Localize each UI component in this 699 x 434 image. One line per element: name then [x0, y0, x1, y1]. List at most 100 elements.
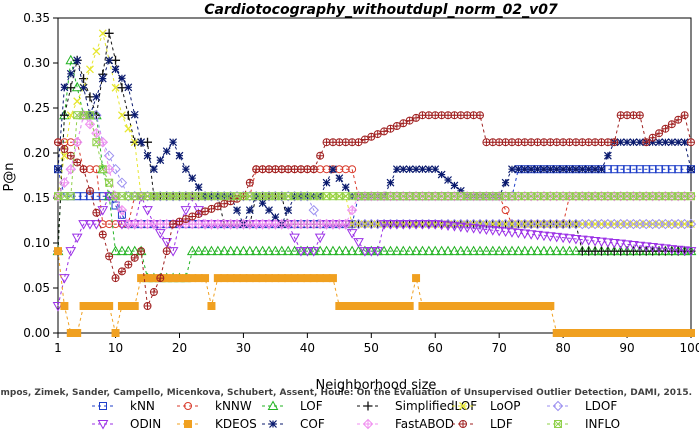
data-point	[111, 83, 120, 92]
data-point	[616, 192, 625, 201]
data-point	[149, 192, 158, 201]
data-point	[640, 242, 652, 252]
y-tick-label: 0.20	[23, 146, 50, 160]
data-point-detail	[412, 114, 420, 122]
data-point-detail	[521, 138, 529, 146]
legend-item-knnw: kNNW	[177, 399, 252, 413]
data-point	[539, 192, 548, 201]
data-point	[130, 110, 139, 119]
data-point	[591, 165, 600, 174]
data-point-detail	[495, 138, 503, 146]
data-point	[610, 192, 619, 201]
data-point	[661, 192, 670, 201]
x-tick-label: 20	[172, 341, 187, 355]
data-point	[327, 245, 339, 256]
data-point-detail	[341, 192, 350, 201]
legend-label: LoOP	[490, 399, 521, 413]
data-point	[463, 192, 472, 201]
data-point	[142, 206, 153, 216]
data-point	[552, 165, 561, 174]
data-point-detail	[124, 261, 132, 269]
data-point	[60, 83, 69, 92]
data-point	[105, 220, 114, 229]
data-point	[98, 29, 107, 38]
data-point	[602, 238, 614, 248]
data-point	[584, 192, 593, 201]
data-point-detail	[329, 138, 337, 146]
data-point	[404, 220, 416, 230]
data-point	[423, 220, 435, 230]
data-point-detail	[502, 138, 510, 146]
data-point	[54, 192, 62, 201]
data-point-detail	[373, 192, 382, 201]
data-point	[642, 192, 651, 201]
data-point	[207, 192, 216, 201]
data-point	[265, 192, 273, 201]
data-point	[623, 165, 632, 174]
data-point-detail	[207, 192, 216, 201]
data-point	[99, 402, 107, 410]
data-point-detail	[610, 138, 618, 146]
data-point	[175, 192, 184, 201]
data-point	[91, 220, 102, 230]
data-point	[455, 245, 467, 256]
data-point	[584, 165, 593, 174]
data-point	[679, 246, 690, 256]
y-tick-label: 0.30	[23, 56, 50, 70]
data-point-detail	[201, 207, 209, 215]
data-point	[188, 192, 197, 201]
data-point	[391, 245, 403, 256]
data-point-detail	[437, 192, 446, 201]
data-point	[429, 245, 441, 256]
data-point	[341, 192, 350, 201]
data-point	[635, 138, 644, 147]
data-point-detail	[195, 210, 203, 218]
data-point-detail	[342, 138, 350, 146]
data-point	[538, 245, 550, 256]
data-point-detail	[284, 165, 292, 173]
data-point-detail	[175, 192, 184, 201]
legend-label: SimplifiedLOF	[395, 399, 477, 413]
data-point	[105, 178, 114, 187]
data-point	[476, 192, 484, 201]
data-point	[431, 165, 440, 174]
data-point	[616, 138, 625, 147]
data-point	[578, 192, 587, 201]
data-point	[666, 245, 678, 255]
data-point	[269, 420, 277, 428]
data-point	[92, 47, 101, 56]
data-point	[316, 192, 325, 201]
data-point-detail	[508, 138, 516, 146]
data-point-detail	[616, 192, 625, 201]
data-point-detail	[412, 192, 420, 201]
data-point-detail	[687, 192, 695, 201]
data-point	[340, 218, 351, 230]
data-point	[73, 56, 82, 65]
data-point	[431, 192, 440, 201]
data-point-detail	[258, 192, 267, 201]
data-point	[167, 247, 179, 257]
data-point-detail	[591, 192, 599, 201]
data-point	[565, 165, 574, 174]
data-point-detail	[92, 209, 100, 217]
data-point	[392, 165, 401, 174]
data-point	[276, 245, 288, 256]
data-point	[314, 245, 326, 256]
data-point	[571, 165, 580, 174]
data-point-detail	[348, 192, 356, 201]
x-tick-label: 50	[364, 341, 379, 355]
data-point	[667, 165, 676, 174]
data-point	[91, 127, 102, 139]
legend-label: FastABOD	[395, 417, 454, 431]
data-point	[576, 235, 588, 246]
data-point	[321, 245, 332, 256]
data-point	[514, 165, 523, 174]
data-point	[399, 165, 408, 174]
data-point	[341, 165, 350, 174]
data-point-detail	[444, 192, 452, 201]
data-point	[672, 245, 684, 256]
data-point-detail	[348, 138, 356, 146]
data-point	[461, 245, 473, 256]
data-point	[367, 192, 376, 201]
legend-item-loop: LoOP	[452, 399, 521, 413]
